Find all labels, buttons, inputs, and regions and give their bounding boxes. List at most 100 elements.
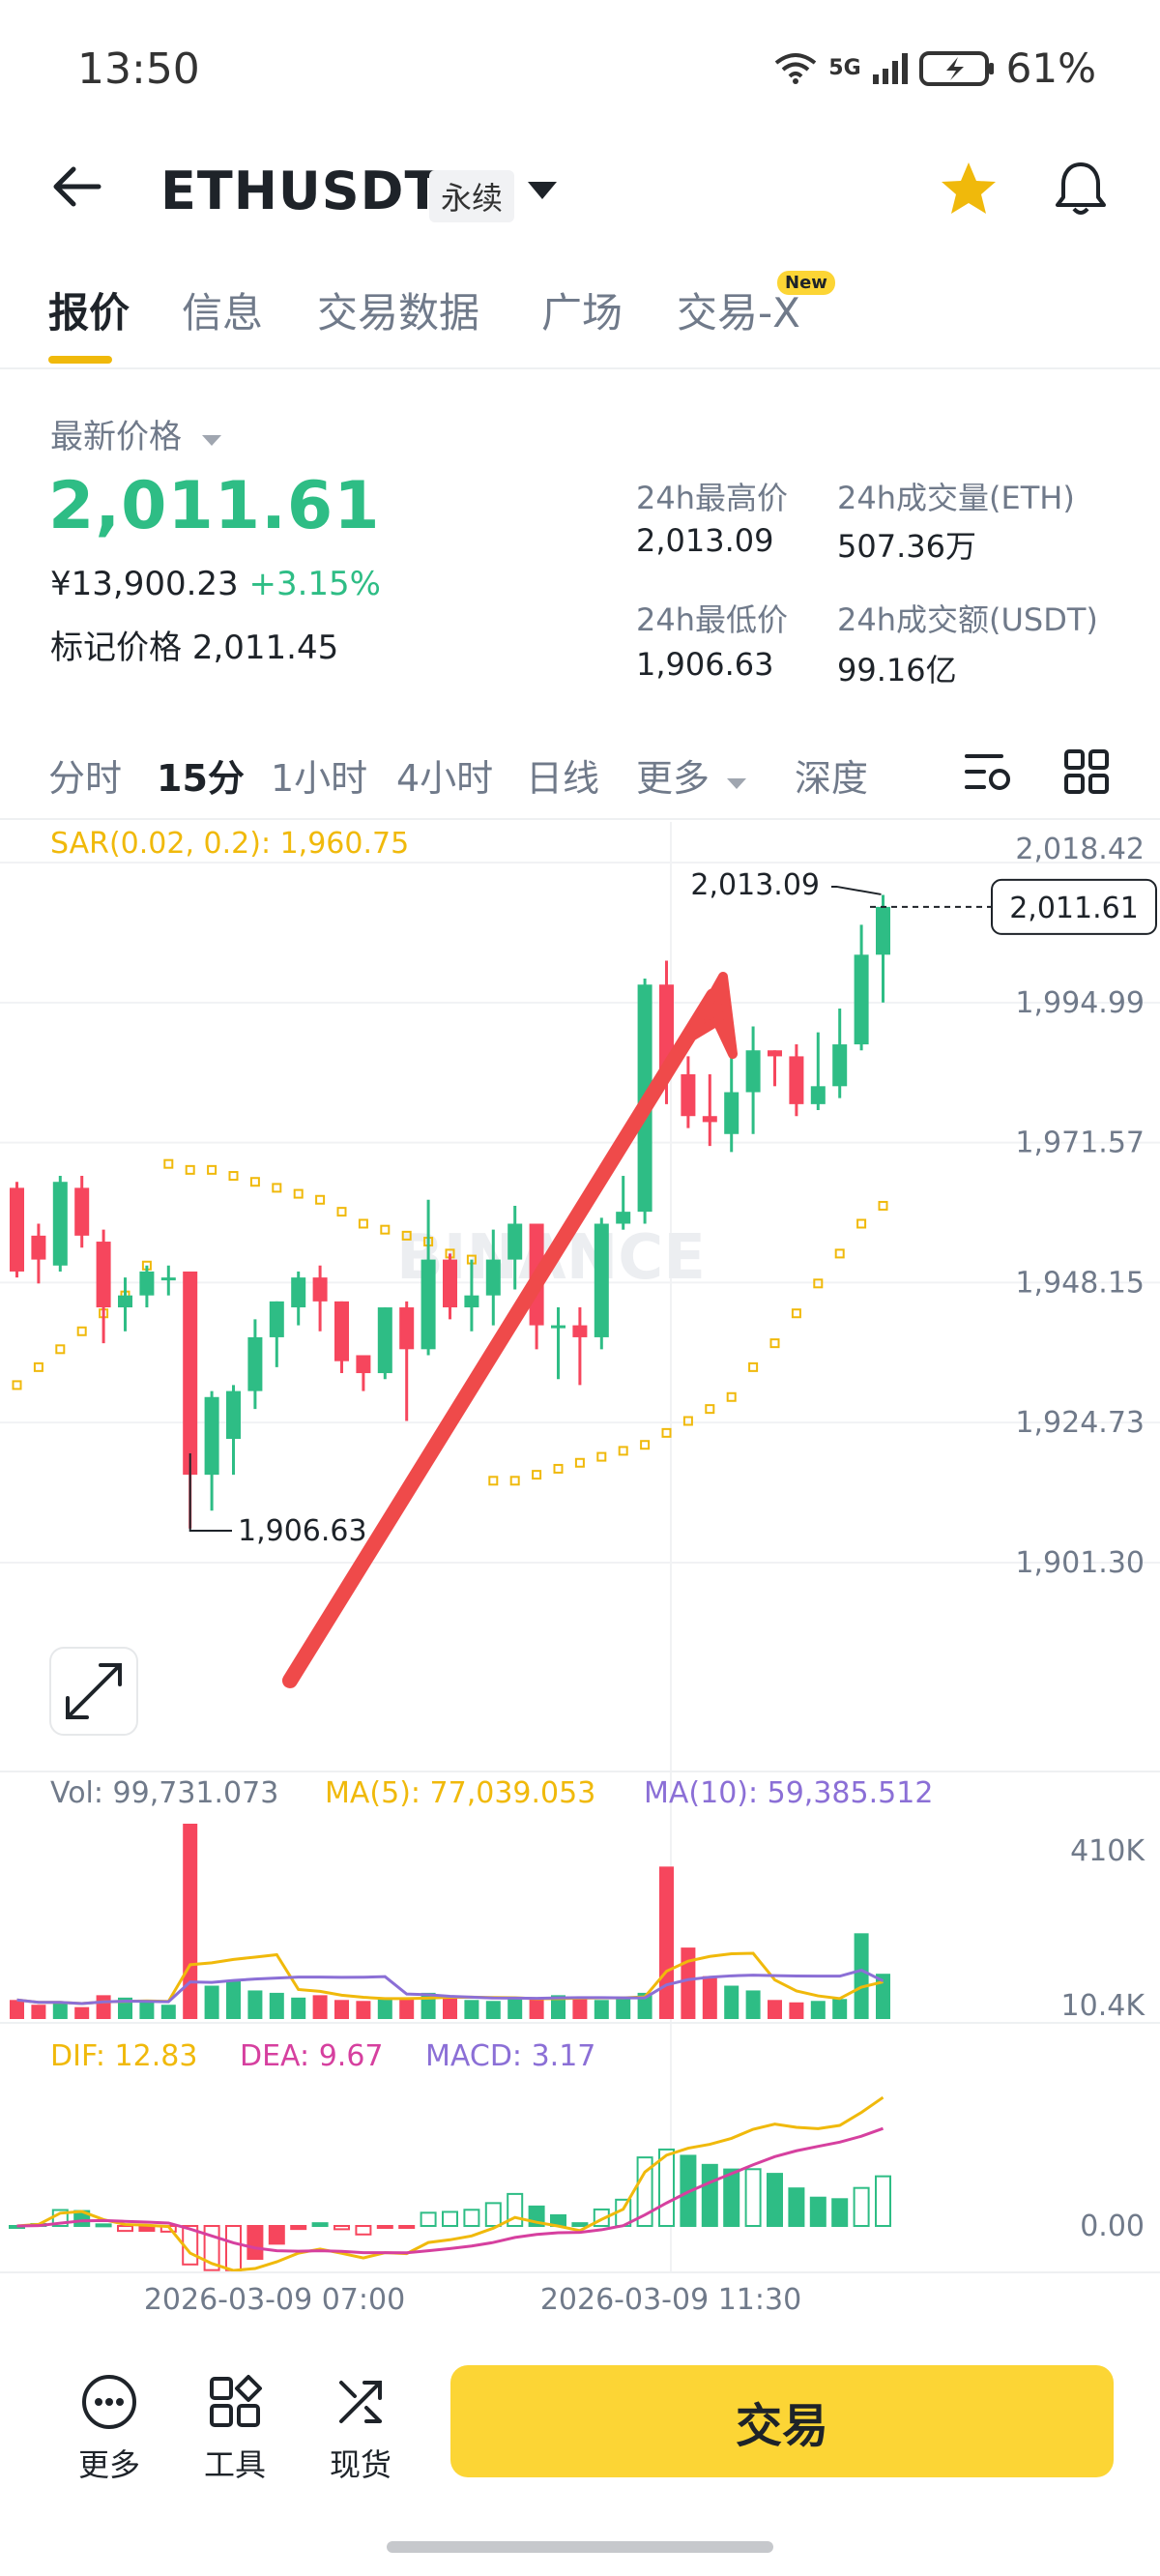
sar-dot <box>856 1218 867 1229</box>
interval-more[interactable]: 更多 <box>636 748 748 802</box>
sar-dot <box>574 1457 585 1468</box>
candle-body <box>399 1307 415 1350</box>
candle-body <box>96 1242 111 1308</box>
volume-bar <box>118 1997 132 2019</box>
volume-bar <box>529 1997 544 2019</box>
volume-label: Vol: 99,731.073 <box>50 1776 278 1810</box>
volume-bar <box>508 1999 523 2019</box>
status-time: 13:50 <box>77 44 200 94</box>
macd-bar <box>875 2175 891 2228</box>
interval-15m[interactable]: 15分 <box>157 757 245 800</box>
tools-button[interactable]: 工具 <box>191 2373 278 2485</box>
interval-4h[interactable]: 4小时 <box>396 757 494 800</box>
candle-body <box>247 1336 263 1391</box>
new-badge: New <box>777 271 835 295</box>
caret-down-icon <box>201 435 221 446</box>
depth-tab[interactable]: 深度 <box>795 757 869 800</box>
cny-price-row: ¥13,900.23 +3.15% <box>50 565 381 603</box>
macd-bar <box>398 2225 416 2229</box>
sar-dot <box>532 1470 542 1480</box>
symbol-title[interactable]: ETHUSDT <box>160 161 442 221</box>
sar-dot <box>682 1416 693 1426</box>
volume-bar <box>183 1824 198 2019</box>
more-label: 更多 <box>77 2446 140 2483</box>
back-button[interactable] <box>48 162 116 220</box>
volume-bar <box>616 1999 631 2019</box>
tab-info[interactable]: 信息 <box>182 289 264 337</box>
high-marker: 2,013.09 <box>690 868 820 902</box>
volume-24h-value: 507.36万 <box>837 528 976 565</box>
tab-trade-x[interactable]: 交易-X <box>677 289 800 337</box>
spot-button[interactable]: 现货 <box>317 2373 404 2485</box>
sar-dot <box>401 1230 412 1241</box>
sar-dot <box>207 1164 218 1175</box>
interval-1h[interactable]: 1小时 <box>271 757 368 800</box>
last-price-tag-box <box>991 878 1157 935</box>
sar-dot <box>55 1344 66 1355</box>
sar-dot <box>336 1207 347 1217</box>
sar-dot <box>12 1380 22 1390</box>
volume-bar <box>745 1990 761 2019</box>
macd-dea-label: DEA: 9.67 <box>240 2039 384 2073</box>
volume-bar <box>74 2006 90 2019</box>
candle-body <box>139 1271 155 1296</box>
candle-body <box>118 1295 132 1308</box>
candle-body <box>768 1050 782 1057</box>
volume-bar <box>551 1995 566 2019</box>
more-button[interactable]: 更多 <box>66 2373 153 2485</box>
time-axis-label: 2026-03-09 11:30 <box>540 2283 801 2317</box>
macd-bar <box>788 2187 805 2228</box>
sar-dot <box>315 1194 326 1205</box>
macd-bar <box>376 2225 393 2229</box>
symbol-dropdown[interactable] <box>526 180 559 205</box>
volume-bar <box>160 2005 176 2019</box>
interval-line[interactable]: 分时 <box>48 757 123 800</box>
sar-dot <box>380 1224 391 1235</box>
volume-bar <box>96 1995 111 2019</box>
volume-bar <box>789 2002 804 2019</box>
low-24h-label: 24h最低价 <box>636 601 789 638</box>
volume-bar <box>377 1999 392 2019</box>
volume-bar <box>356 2001 371 2019</box>
candle-body <box>508 1223 523 1260</box>
volume-bar <box>768 2000 782 2019</box>
candles <box>10 894 890 1529</box>
macd-bar <box>463 2209 480 2228</box>
macd-bar <box>831 2198 849 2227</box>
candle-body <box>312 1277 328 1302</box>
candle-body <box>443 1259 457 1308</box>
volume-bar <box>464 2000 479 2019</box>
volume-bar <box>832 1999 848 2019</box>
sar-dot <box>33 1361 44 1372</box>
low-24h-value: 1,906.63 <box>636 646 774 683</box>
volume-bar <box>139 2002 155 2019</box>
volume-bar <box>681 1947 696 2019</box>
macd-bar <box>225 2225 242 2271</box>
volume-axis-bottom: 10.4K <box>1061 1989 1146 2023</box>
chart-settings-button[interactable] <box>963 750 1013 799</box>
tab-quote[interactable]: 报价 <box>48 289 130 337</box>
tab-square[interactable]: 广场 <box>541 289 624 337</box>
sar-dot <box>618 1446 628 1456</box>
signal-icon <box>872 52 908 84</box>
active-tab-indicator <box>48 356 112 364</box>
volume-bar <box>247 1990 263 2019</box>
grid-icon <box>1064 749 1109 794</box>
volume-bar <box>10 2000 24 2019</box>
candle-body <box>854 954 869 1045</box>
layout-button[interactable] <box>1063 748 1110 799</box>
candlestick-chart[interactable]: BINANCE SAR(0.02, 0.2): 1,960.75 2,018.4… <box>0 822 1160 2321</box>
trade-button[interactable]: 交易 <box>450 2365 1114 2477</box>
macd-bar <box>636 2156 653 2228</box>
fullscreen-button[interactable] <box>49 1647 138 1736</box>
home-indicator[interactable] <box>387 2541 773 2553</box>
interval-1d[interactable]: 日线 <box>526 757 600 800</box>
macd-bar <box>571 2222 589 2228</box>
sar-dot <box>834 1248 845 1259</box>
tab-trading-data[interactable]: 交易数据 <box>317 289 480 337</box>
notification-button[interactable] <box>1050 159 1112 224</box>
favorite-button[interactable] <box>938 159 1000 224</box>
macd-value-label: MACD: 3.17 <box>425 2039 595 2073</box>
last-price-label[interactable]: 最新价格 <box>50 410 223 457</box>
high-24h-value: 2,013.09 <box>636 522 774 559</box>
